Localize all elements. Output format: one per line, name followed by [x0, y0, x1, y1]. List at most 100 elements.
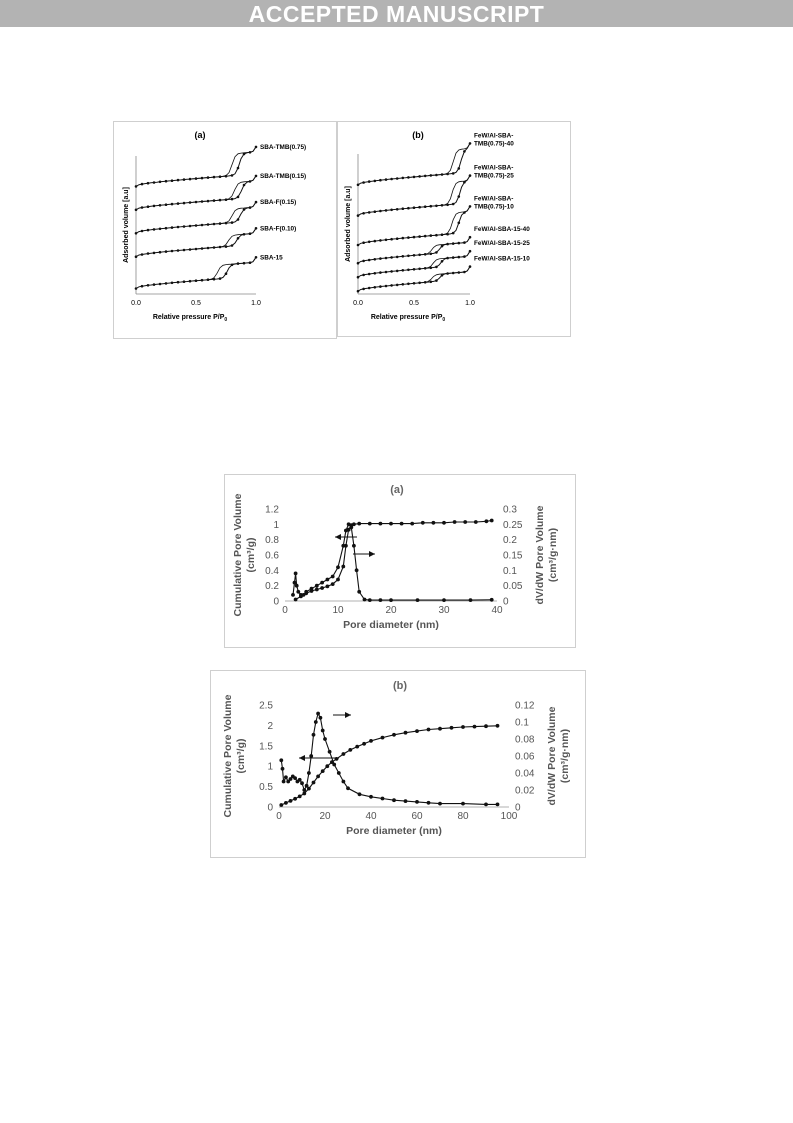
data-point — [495, 802, 500, 807]
data-point — [362, 241, 365, 244]
y-right-tick-label: 0.04 — [515, 769, 535, 780]
desorption-branch-2 — [408, 206, 471, 238]
data-point — [415, 598, 420, 602]
data-point — [164, 250, 168, 253]
data-point — [212, 222, 216, 226]
data-point — [440, 233, 444, 236]
data-point — [440, 274, 444, 277]
y-left-axis-title: (cm³/g) — [235, 739, 247, 774]
data-point — [248, 180, 252, 183]
data-point — [212, 199, 216, 202]
data-point — [446, 203, 449, 207]
data-point — [330, 574, 335, 579]
data-point — [194, 200, 198, 204]
data-point — [194, 247, 198, 251]
data-point — [307, 786, 311, 791]
data-point — [206, 176, 210, 179]
data-point — [188, 224, 192, 228]
data-point — [293, 571, 298, 576]
data-point — [158, 180, 162, 184]
data-point — [313, 720, 318, 724]
data-point — [429, 174, 433, 177]
desorption-branch-4 — [408, 250, 471, 271]
data-point — [379, 257, 382, 260]
data-point — [463, 211, 466, 214]
data-point — [281, 779, 286, 784]
data-point — [200, 278, 204, 282]
data-point — [435, 173, 438, 177]
data-point — [472, 724, 477, 729]
isotherm-chart-b: (b) 0.0 0.5 1.0 Relative pressure P/P0 Adsorb… — [345, 130, 530, 323]
data-point — [380, 735, 385, 740]
data-point — [311, 780, 316, 785]
x-tick-label: 80 — [457, 811, 469, 822]
data-point — [440, 204, 444, 207]
data-point — [188, 201, 192, 204]
data-point — [320, 728, 325, 733]
data-point — [412, 268, 416, 271]
series-label: FeW/Al-SBA-15-40 — [474, 226, 530, 233]
data-point — [463, 520, 468, 524]
data-point — [446, 172, 449, 176]
data-point — [407, 236, 410, 239]
y-left-tick-label: 0.4 — [265, 566, 279, 577]
data-point — [367, 258, 371, 262]
pore-distribution-panel-a: (a) 0 10 20 30 40 0 0.2 0.4 0.6 0.8 1 1.2 0 0.05 0.1 0.1… — [224, 474, 576, 648]
y-left-tick-label: 0.5 — [259, 782, 273, 793]
data-point — [412, 282, 416, 285]
data-point — [446, 242, 449, 246]
data-point — [230, 221, 234, 224]
data-point — [429, 252, 433, 256]
data-point — [423, 174, 427, 178]
data-point — [316, 774, 320, 779]
data-point — [373, 210, 377, 213]
data-point — [373, 239, 377, 243]
data-point — [299, 593, 303, 597]
data-point — [323, 737, 327, 741]
data-point — [435, 279, 438, 282]
y-left-axis-title: Cumulative Pore Volume — [222, 694, 234, 817]
data-point — [325, 764, 330, 769]
data-point — [218, 277, 222, 280]
data-point — [401, 236, 405, 240]
data-point — [341, 564, 346, 569]
data-point — [320, 580, 324, 585]
data-point — [206, 223, 210, 226]
data-point — [254, 256, 258, 259]
data-point — [451, 271, 455, 275]
data-point — [423, 253, 427, 256]
data-point — [304, 589, 309, 594]
data-point — [429, 204, 433, 208]
data-point — [356, 275, 360, 279]
data-point — [468, 142, 472, 145]
data-point — [134, 185, 138, 188]
data-point — [218, 222, 222, 225]
panel-label: (b) — [412, 130, 424, 140]
data-point — [379, 239, 382, 242]
data-point — [314, 587, 319, 592]
data-point — [369, 739, 373, 743]
data-point — [236, 262, 240, 265]
data-point — [410, 521, 415, 526]
data-point — [484, 802, 488, 807]
data-point — [164, 282, 168, 285]
y-left-tick-label: 0.6 — [265, 551, 279, 562]
data-point — [489, 597, 494, 602]
data-point — [164, 179, 168, 183]
data-point — [356, 261, 360, 265]
x-axis-title: Relative pressure P/P0 — [371, 314, 446, 323]
data-point — [468, 174, 472, 177]
data-point — [146, 228, 150, 232]
y-right-axis-title: dV/dW Pore Volume — [546, 706, 558, 805]
y-right-tick-label: 0.1 — [503, 566, 517, 577]
data-point — [248, 206, 252, 209]
data-point — [457, 241, 461, 245]
data-point — [451, 202, 455, 206]
x-tick-label: 0.5 — [409, 300, 419, 307]
data-point — [379, 285, 382, 288]
y-left-tick-label: 1.5 — [259, 741, 273, 752]
data-point — [242, 152, 246, 156]
y-left-tick-label: 2.5 — [259, 701, 273, 712]
data-point — [224, 198, 228, 201]
data-point — [284, 775, 288, 780]
